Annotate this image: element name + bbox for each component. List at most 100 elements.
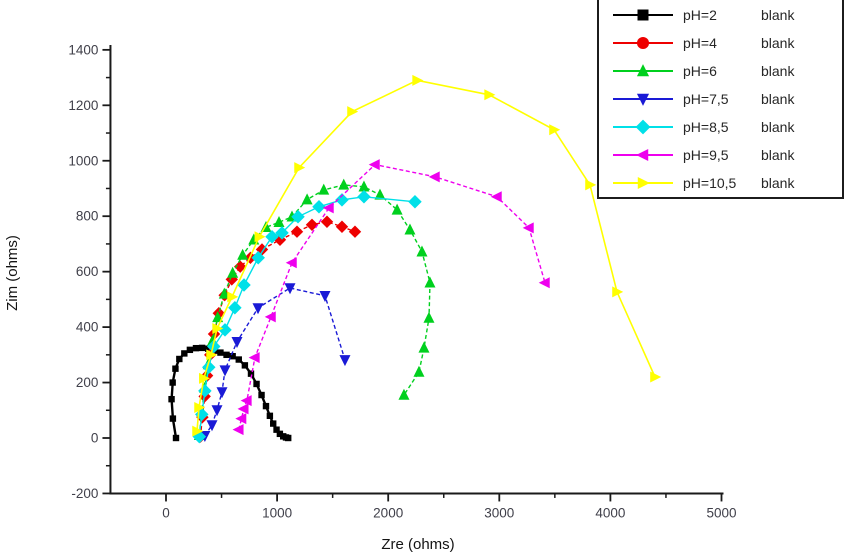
series-marker-pH=7,5 [206,420,218,432]
series-marker-pH=8,5 [357,190,371,204]
series-marker-pH=2 [258,391,265,399]
series-marker-pH=7,5 [319,291,331,303]
series-marker-pH=7,5 [219,365,231,377]
series-marker-pH=6 [318,183,330,195]
series-marker-pH=8,5 [291,210,305,224]
x-tick-label: 5000 [706,505,736,520]
series-marker-pH=9,5 [264,311,276,323]
legend-marker-pH=6 [636,64,650,77]
series-marker-pH=4 [348,225,362,238]
y-tick-label: 400 [76,320,99,335]
series-marker-pH=7,5 [252,303,264,315]
series-marker-pH=9,5 [240,395,252,407]
legend-item-pH=7,5: pH=7,5 blank [612,85,842,113]
legend-item-pH=6: pH=6 blank [612,57,842,85]
series-marker-pH=8,5 [312,200,326,214]
triangle-down-icon [613,93,673,106]
series-marker-pH=8,5 [275,226,289,240]
legend-label: pH=2 [683,7,717,23]
circle-icon [613,36,673,50]
y-tick-label: -200 [71,486,98,501]
x-tick-label: 3000 [484,505,514,520]
series-marker-pH=2 [172,434,180,442]
series-marker-pH=9,5 [235,413,247,425]
legend-label: pH=10,5 [683,175,737,191]
x-tick-label: 0 [162,505,170,520]
series-marker-pH=2 [186,346,194,354]
series-marker-pH=2 [169,379,176,386]
legend-suffix: blank [761,147,795,163]
series-marker-pH=2 [176,355,183,363]
series-marker-pH=6 [301,193,313,205]
legend-item-pH=4: pH=4 blank [612,29,842,57]
series-line-pH=4 [199,220,356,437]
series-marker-pH=9,5 [538,277,550,289]
series-marker-pH=2 [172,365,179,372]
series-marker-pH=4 [335,220,349,233]
triangle-right-icon [613,176,673,190]
legend-marker-pH=2 [637,9,649,21]
series-marker-pH=6 [273,216,285,228]
legend-item-pH=9,5: pH=9,5 blank [612,141,842,169]
series-marker-pH=2 [205,345,212,352]
series-marker-pH=6 [218,287,230,299]
series-marker-pH=4 [290,225,304,238]
series-marker-pH=8,5 [408,195,422,209]
series-marker-pH=9,5 [428,171,440,183]
x-axis-title: Zre (ohms) [381,536,454,553]
series-line-pH=7,5 [204,287,346,437]
legend-item-pH=2: pH=2 blank [612,1,842,29]
series-marker-pH=6 [413,365,425,377]
x-tick-label: 2000 [373,505,403,520]
series-marker-pH=4 [305,218,319,232]
series-marker-pH=9,5 [368,159,380,171]
series-marker-pH=2 [285,434,292,442]
series-marker-pH=10,5 [199,372,211,384]
series-marker-pH=2 [262,402,270,410]
series-marker-pH=8,5 [251,251,265,265]
legend-label: pH=7,5 [683,91,729,107]
series-marker-pH=6 [212,311,224,323]
series-marker-pH=2 [223,351,230,359]
legend-item-pH=8,5: pH=8,5 blank [612,113,842,141]
y-tick-label: 800 [76,209,99,224]
series-marker-pH=2 [273,426,280,433]
series-marker-pH=2 [253,380,260,388]
series-marker-pH=6 [424,276,436,288]
series-marker-pH=4 [225,273,238,286]
series-marker-pH=7,5 [211,405,223,417]
series-marker-pH=10,5 [650,371,662,383]
series-marker-pH=9,5 [522,222,534,234]
square-icon [613,9,673,21]
series-marker-pH=9,5 [322,202,334,214]
series-marker-pH=10,5 [206,349,218,361]
series-marker-pH=10,5 [212,322,224,334]
legend-suffix: blank [761,7,795,23]
legend-suffix: blank [761,91,795,107]
legend-label: pH=8,5 [683,119,729,135]
legend-label: pH=4 [683,35,717,51]
series-line-pH=9,5 [238,163,546,430]
series-marker-pH=2 [276,430,284,438]
series-marker-pH=9,5 [237,403,249,415]
series-marker-pH=10,5 [194,402,206,414]
data-series [168,74,662,444]
series-marker-pH=2 [181,350,188,357]
series-marker-pH=6 [398,388,410,400]
series-marker-pH=9,5 [248,352,260,364]
series-marker-pH=2 [169,415,177,422]
series-marker-pH=6 [237,248,249,260]
series-marker-pH=2 [241,362,249,369]
series-marker-pH=6 [358,180,370,192]
legend-suffix: blank [761,119,795,135]
y-axis-title: Zim (ohms) [4,235,21,311]
series-marker-pH=8,5 [265,229,279,244]
series-marker-pH=6 [338,178,350,190]
series-marker-pH=10,5 [227,291,239,303]
series-marker-pH=10,5 [254,231,266,243]
legend-suffix: blank [761,175,795,191]
y-tick-label: 1400 [68,42,98,57]
series-marker-pH=7,5 [216,387,228,399]
